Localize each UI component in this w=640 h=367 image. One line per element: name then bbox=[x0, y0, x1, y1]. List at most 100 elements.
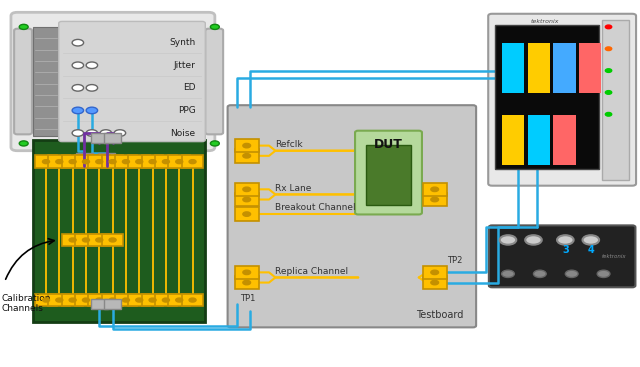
Bar bbox=[102, 234, 124, 246]
Bar bbox=[104, 299, 121, 309]
Bar bbox=[168, 294, 190, 306]
Circle shape bbox=[163, 298, 170, 302]
Bar bbox=[235, 266, 259, 279]
Circle shape bbox=[72, 107, 84, 114]
Circle shape bbox=[431, 197, 438, 202]
Circle shape bbox=[211, 24, 220, 29]
Bar bbox=[115, 294, 137, 306]
FancyBboxPatch shape bbox=[228, 105, 476, 327]
Circle shape bbox=[42, 298, 49, 302]
Bar bbox=[88, 294, 110, 306]
Bar bbox=[35, 294, 57, 306]
Bar bbox=[49, 156, 70, 168]
Circle shape bbox=[86, 62, 98, 69]
Circle shape bbox=[136, 298, 143, 302]
Circle shape bbox=[86, 84, 98, 91]
Bar bbox=[62, 156, 83, 168]
Bar bbox=[495, 25, 599, 169]
FancyBboxPatch shape bbox=[14, 29, 32, 134]
FancyBboxPatch shape bbox=[59, 21, 205, 142]
Circle shape bbox=[19, 24, 28, 29]
Bar bbox=[155, 156, 177, 168]
Bar bbox=[235, 207, 259, 221]
Bar bbox=[91, 299, 108, 309]
Bar bbox=[527, 43, 550, 93]
Circle shape bbox=[605, 112, 612, 116]
Text: TP1: TP1 bbox=[241, 294, 256, 303]
Circle shape bbox=[56, 298, 63, 302]
Bar bbox=[235, 149, 259, 163]
Circle shape bbox=[69, 298, 76, 302]
Bar bbox=[62, 234, 83, 246]
Circle shape bbox=[109, 298, 116, 302]
Text: Jitter: Jitter bbox=[174, 61, 196, 70]
Circle shape bbox=[72, 62, 84, 69]
Text: 4: 4 bbox=[588, 245, 594, 255]
FancyBboxPatch shape bbox=[488, 14, 636, 186]
Bar bbox=[235, 182, 259, 196]
Circle shape bbox=[189, 160, 196, 164]
Circle shape bbox=[96, 238, 103, 242]
Text: Testboard: Testboard bbox=[416, 310, 463, 320]
Circle shape bbox=[136, 160, 143, 164]
Bar bbox=[33, 140, 205, 322]
Bar bbox=[527, 115, 550, 165]
FancyBboxPatch shape bbox=[355, 131, 422, 214]
Circle shape bbox=[96, 298, 103, 302]
Bar bbox=[75, 294, 97, 306]
Bar bbox=[235, 193, 259, 206]
Circle shape bbox=[243, 187, 251, 192]
Bar bbox=[554, 115, 575, 165]
Circle shape bbox=[431, 270, 438, 275]
Bar bbox=[102, 294, 124, 306]
Circle shape bbox=[605, 91, 612, 94]
Bar bbox=[88, 234, 110, 246]
Text: ED: ED bbox=[183, 83, 196, 92]
FancyBboxPatch shape bbox=[11, 12, 215, 151]
Circle shape bbox=[243, 154, 251, 158]
Circle shape bbox=[149, 298, 156, 302]
Text: tektronix: tektronix bbox=[531, 19, 559, 24]
Text: DUT: DUT bbox=[374, 138, 403, 151]
Bar bbox=[129, 294, 150, 306]
Circle shape bbox=[243, 143, 251, 148]
Text: TP2: TP2 bbox=[447, 256, 463, 265]
Bar bbox=[104, 133, 121, 143]
Circle shape bbox=[243, 212, 251, 216]
Circle shape bbox=[72, 84, 84, 91]
Bar bbox=[75, 234, 97, 246]
Bar bbox=[182, 294, 204, 306]
Bar bbox=[579, 43, 602, 93]
Circle shape bbox=[83, 160, 90, 164]
Circle shape bbox=[176, 298, 183, 302]
Circle shape bbox=[176, 160, 183, 164]
FancyBboxPatch shape bbox=[205, 29, 223, 134]
Bar bbox=[423, 276, 447, 289]
Circle shape bbox=[56, 160, 63, 164]
Circle shape bbox=[534, 270, 546, 277]
Circle shape bbox=[557, 235, 573, 245]
Text: PPG: PPG bbox=[178, 106, 196, 115]
Circle shape bbox=[500, 235, 516, 245]
Bar bbox=[502, 43, 524, 93]
Bar bbox=[502, 115, 524, 165]
Circle shape bbox=[525, 235, 541, 245]
Circle shape bbox=[605, 47, 612, 51]
Circle shape bbox=[69, 238, 76, 242]
Bar bbox=[88, 156, 110, 168]
Text: Rx Lane: Rx Lane bbox=[275, 184, 312, 193]
Bar bbox=[129, 156, 150, 168]
Bar bbox=[423, 182, 447, 196]
Circle shape bbox=[114, 130, 125, 136]
Bar bbox=[235, 139, 259, 152]
Text: Calibration
Channels: Calibration Channels bbox=[1, 294, 51, 313]
Text: Breakout Channel: Breakout Channel bbox=[275, 203, 356, 212]
Circle shape bbox=[122, 160, 129, 164]
Bar bbox=[366, 145, 411, 206]
Circle shape bbox=[19, 141, 28, 146]
Circle shape bbox=[189, 298, 196, 302]
Bar bbox=[102, 156, 124, 168]
Circle shape bbox=[605, 25, 612, 29]
Bar bbox=[423, 266, 447, 279]
Circle shape bbox=[243, 197, 251, 202]
